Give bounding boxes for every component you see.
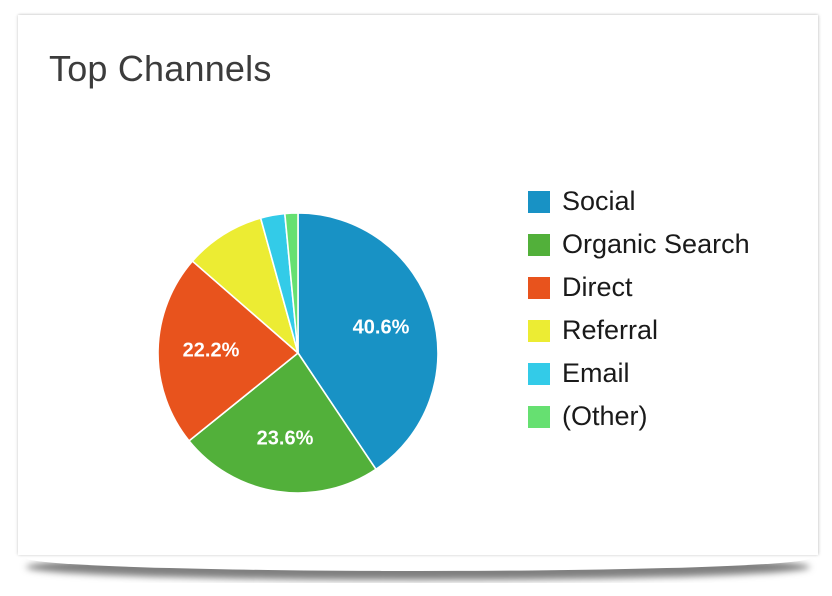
svg-text:23.6%: 23.6%: [257, 427, 314, 449]
svg-text:40.6%: 40.6%: [353, 316, 410, 338]
svg-text:22.2%: 22.2%: [183, 339, 240, 361]
